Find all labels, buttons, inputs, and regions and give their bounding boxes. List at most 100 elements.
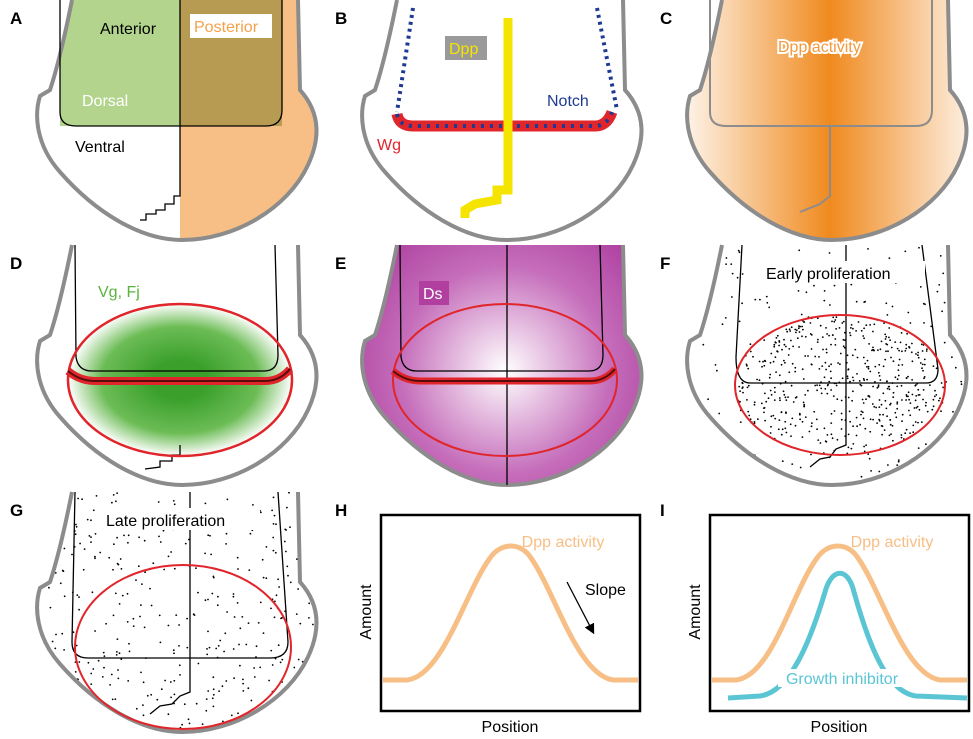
cell-dot [879,399,881,401]
cell-dot [888,337,890,339]
cell-dot [292,693,294,695]
cell-dot [312,580,314,582]
cell-dot [843,321,845,323]
cell-dot [887,314,889,316]
cell-dot [897,378,899,380]
cell-dot [316,711,318,713]
cell-dot [781,434,783,436]
cell-dot [794,367,796,369]
cell-dot [747,368,749,370]
cell-dot [906,333,908,335]
cell-dot [133,618,135,620]
cell-dot [841,428,843,430]
cell-dot [816,419,818,421]
cell-dot [847,354,849,356]
cell-dot [830,377,832,379]
cell-dot [761,403,763,405]
cell-dot [205,503,207,505]
cell-dot [961,383,963,385]
cell-dot [887,464,889,466]
label: Anterior [100,21,157,38]
cell-dot [852,443,854,445]
cell-dot [890,403,892,405]
cell-dot [859,380,861,382]
cell-dot [78,609,80,611]
cell-dot [923,303,925,305]
cell-dot [278,644,280,646]
cell-dot [881,425,883,427]
cell-dot [779,397,781,399]
cell-dot [805,416,807,418]
cell-dot [271,713,273,715]
cell-dot [275,714,277,716]
axis-label: Position [811,719,868,736]
panel-h: H Amount Position Dpp activity Slope [335,501,640,736]
cell-dot [158,536,160,538]
cell-dot [917,389,919,391]
cell-dot [898,369,900,371]
cell-dot [63,570,65,572]
cell-dot [779,399,781,401]
cell-dot [904,251,906,253]
cell-dot [803,402,805,404]
cell-dot [79,543,81,545]
cell-dot [784,421,786,423]
cell-dot [64,548,66,550]
cell-dot [312,624,314,626]
cell-dot [908,399,910,401]
cell-dot [242,679,244,681]
cell-dot [234,616,236,618]
cell-dot [143,681,145,683]
cell-dot [690,277,692,279]
cell-dot [851,324,853,326]
cell-dot [839,363,841,365]
cell-dot [829,252,831,254]
cell-dot [194,614,196,616]
cell-dot [791,385,793,387]
cell-dot [809,431,811,433]
cell-dot [841,400,843,402]
cell-dot [293,667,295,669]
cell-dot [135,579,137,581]
cell-dot [127,593,129,595]
cell-dot [770,426,772,428]
cell-dot [802,436,804,438]
cell-dot [66,709,68,711]
cell-dot [277,578,279,580]
cell-dot [821,393,823,395]
cell-dot [289,526,291,528]
cell-dot [198,663,200,665]
cell-dot [313,691,315,693]
cell-dot [772,415,774,417]
cell-dot [904,350,906,352]
cell-dot [144,540,146,542]
cell-dot [911,343,913,345]
cell-dot [811,334,813,336]
cell-dot [217,604,219,606]
cell-dot [866,379,868,381]
cell-dot [892,396,894,398]
cell-dot [896,408,898,410]
cell-dot [29,612,31,614]
cell-dot [173,649,175,651]
cell-dot [248,569,250,571]
cell-dot [29,640,31,642]
cell-dot [869,458,871,460]
cell-dot [759,361,761,363]
cell-dot [61,633,63,635]
cell-dot [895,376,897,378]
cell-dot [746,399,748,401]
cell-dot [819,368,821,370]
cell-dot [868,343,870,345]
panel-letter: B [335,9,347,28]
label: Posterior [194,19,259,36]
cell-dot [226,533,228,535]
cell-dot [834,338,836,340]
cell-dot [222,685,224,687]
cell-dot [184,703,186,705]
cell-dot [794,329,796,331]
cell-dot [802,421,804,423]
cell-dot [769,377,771,379]
cell-dot [173,652,175,654]
cell-dot [152,562,154,564]
